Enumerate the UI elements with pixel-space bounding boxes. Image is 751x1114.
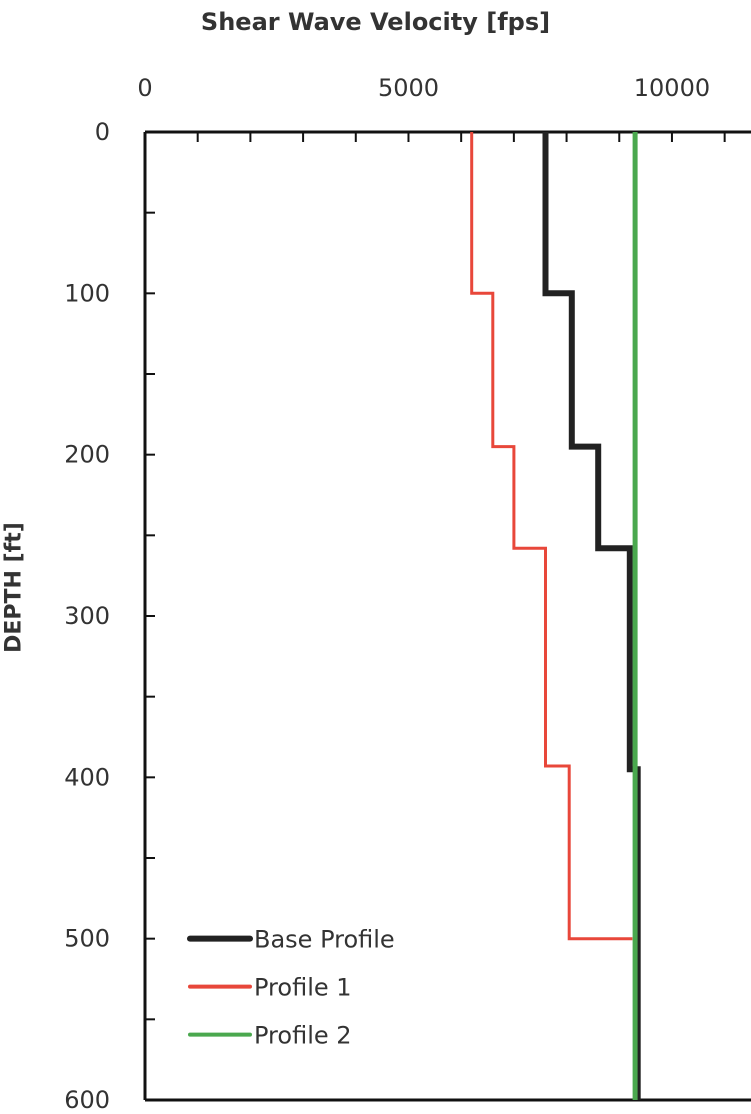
y-tick-label: 300: [64, 602, 110, 630]
legend-label: Base Profile: [254, 926, 395, 954]
series-lines: [470, 132, 641, 1100]
axes: 0 5000 10000 0 100 200 300 400 500 600: [64, 74, 751, 1114]
y-axis-title: DEPTH [ft]: [1, 522, 27, 653]
x-tick-label: 5000: [378, 74, 439, 102]
x-axis-title: Shear Wave Velocity [fps]: [200, 8, 551, 36]
y-tick-label: 100: [64, 279, 110, 307]
legend-label: Profile 2: [254, 1022, 352, 1050]
legend: Base Profile Profile 1 Profile 2: [187, 926, 395, 1050]
series-line-profile-1: [470, 132, 633, 941]
y-tick-label: 400: [64, 763, 110, 791]
y-tick-label: 200: [64, 441, 110, 469]
x-tick-label: 10000: [634, 74, 710, 102]
series-line-base-profile: [542, 132, 641, 1100]
y-tick-label: 600: [64, 1086, 110, 1110]
y-tick-label: 500: [64, 925, 110, 953]
x-tick-label: 0: [137, 74, 152, 102]
y-tick-label: 0: [95, 118, 110, 146]
legend-label: Profile 1: [254, 974, 352, 1002]
